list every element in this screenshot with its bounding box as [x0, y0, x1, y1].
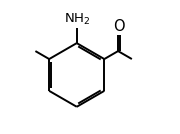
- Text: NH$_2$: NH$_2$: [64, 12, 90, 27]
- Text: O: O: [113, 19, 125, 34]
